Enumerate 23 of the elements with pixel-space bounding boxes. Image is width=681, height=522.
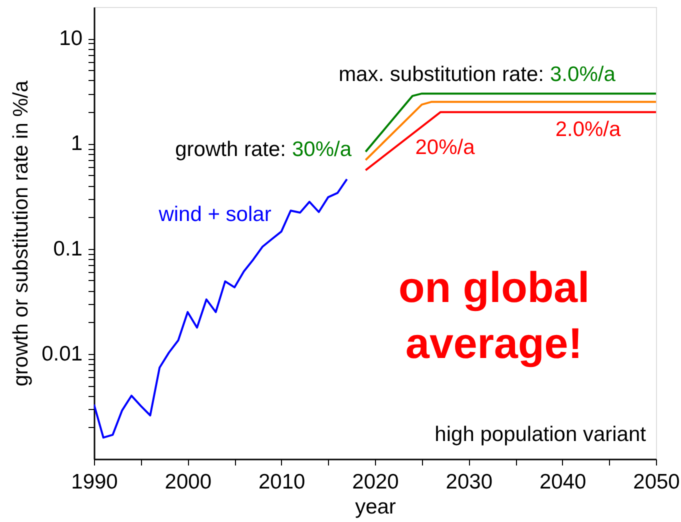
annotation: growth rate: xyxy=(175,138,286,161)
y-axis-title: growth or substitution rate in %/a xyxy=(10,80,33,386)
y-tick-label: 0.1 xyxy=(53,237,82,260)
annotation: 20%/a xyxy=(415,136,476,159)
series-label: wind + solar xyxy=(158,203,272,226)
annotation: max. substitution rate: xyxy=(338,63,544,86)
x-axis-title: year xyxy=(355,496,396,518)
annotation: 30%/a xyxy=(292,138,352,161)
y-tick-label: 10 xyxy=(59,27,82,50)
annotation: 2.0%/a xyxy=(555,118,622,141)
y-tick-label: 0.01 xyxy=(42,342,82,366)
x-tick-label: 2000 xyxy=(164,470,212,494)
x-tick-label: 2020 xyxy=(352,470,399,494)
y-tick-label: 1 xyxy=(70,132,82,156)
annotation: high population variant xyxy=(434,423,646,446)
x-tick-label: 2040 xyxy=(539,470,586,494)
annotation: on global average! xyxy=(398,264,590,368)
line-series xyxy=(94,178,348,439)
x-tick-label: 1990 xyxy=(71,470,118,494)
x-tick-label: 2030 xyxy=(446,470,493,494)
x-tick-label: 2050 xyxy=(633,470,680,494)
x-tick-label: 2010 xyxy=(258,470,306,494)
annotation: 3.0%/a xyxy=(550,63,616,86)
